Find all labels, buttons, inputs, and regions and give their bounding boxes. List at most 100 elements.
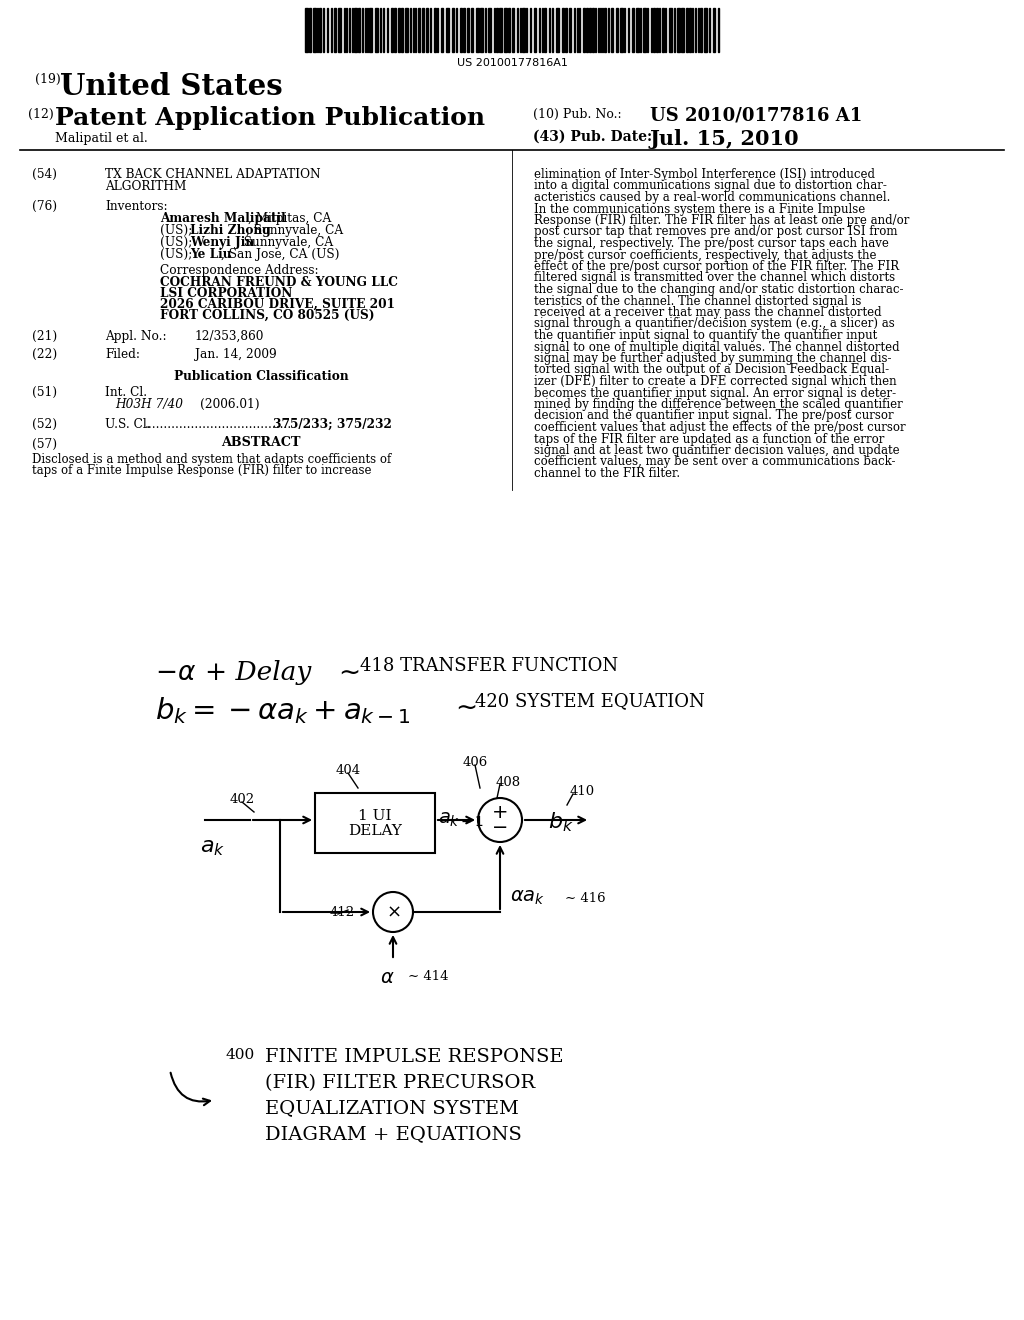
Text: mined by finding the difference between the scaled quantifier: mined by finding the difference between … — [534, 399, 903, 411]
Text: Patent Application Publication: Patent Application Publication — [55, 106, 485, 129]
Bar — [662, 8, 664, 51]
Text: filtered signal is transmitted over the channel which distorts: filtered signal is transmitted over the … — [534, 272, 895, 285]
Text: signal may be further adjusted by summing the channel dis-: signal may be further adjusted by summin… — [534, 352, 892, 366]
Text: FINITE IMPULSE RESPONSE
(FIR) FILTER PRECURSOR
EQUALIZATION SYSTEM
DIAGRAM + EQU: FINITE IMPULSE RESPONSE (FIR) FILTER PRE… — [265, 1048, 563, 1143]
Text: In the communications system there is a Finite Impulse: In the communications system there is a … — [534, 202, 865, 215]
Bar — [319, 8, 321, 51]
Text: $\times$: $\times$ — [386, 903, 400, 921]
Bar — [394, 8, 396, 51]
Text: ......................................: ...................................... — [145, 418, 292, 432]
Text: $b_k = -\alpha a_k + a_{k-1}$: $b_k = -\alpha a_k + a_{k-1}$ — [155, 696, 411, 726]
Bar — [441, 8, 443, 51]
Bar — [632, 8, 634, 51]
Text: Lizhi Zhong: Lizhi Zhong — [189, 224, 270, 238]
Text: teristics of the channel. The channel distorted signal is: teristics of the channel. The channel di… — [534, 294, 861, 308]
Bar — [0, 635, 1024, 1320]
Bar — [522, 8, 525, 51]
Bar — [452, 8, 454, 51]
Text: $\alpha$: $\alpha$ — [380, 968, 394, 987]
Text: H03H 7/40: H03H 7/40 — [115, 399, 183, 411]
Bar — [508, 8, 510, 51]
Text: pre/post cursor coefficients, respectively, that adjusts the: pre/post cursor coefficients, respective… — [534, 248, 877, 261]
Bar — [446, 8, 449, 51]
Bar — [471, 8, 473, 51]
Bar — [569, 8, 571, 51]
Bar — [406, 8, 408, 51]
Bar — [375, 8, 378, 51]
Text: 404: 404 — [336, 764, 360, 777]
Bar — [583, 8, 585, 51]
Bar — [686, 8, 688, 51]
Text: Appl. No.:: Appl. No.: — [105, 330, 167, 343]
Text: acteristics caused by a real-world communications channel.: acteristics caused by a real-world commu… — [534, 191, 891, 205]
Text: , Sunnyvale, CA: , Sunnyvale, CA — [247, 224, 343, 238]
Text: Response (FIR) filter. The FIR filter has at least one pre and/or: Response (FIR) filter. The FIR filter ha… — [534, 214, 909, 227]
Text: taps of the FIR filter are updated as a function of the error: taps of the FIR filter are updated as a … — [534, 433, 885, 446]
Text: into a digital communications signal due to distortion char-: into a digital communications signal due… — [534, 180, 887, 193]
Bar — [426, 8, 428, 51]
Text: LSI CORPORATION: LSI CORPORATION — [160, 286, 293, 300]
Text: 402: 402 — [229, 793, 255, 807]
Bar — [354, 8, 357, 51]
Text: (54): (54) — [32, 168, 57, 181]
Bar — [496, 8, 498, 51]
Bar — [592, 8, 594, 51]
Bar — [586, 8, 588, 51]
Text: signal to one of multiple digital values. The channel distorted: signal to one of multiple digital values… — [534, 341, 900, 354]
Text: , Sunnyvale, CA: , Sunnyvale, CA — [237, 236, 333, 249]
Text: US 2010/0177816 A1: US 2010/0177816 A1 — [650, 106, 862, 124]
Text: $-\alpha$: $-\alpha$ — [155, 660, 197, 686]
Text: TX BACK CHANNEL ADAPTATION: TX BACK CHANNEL ADAPTATION — [105, 168, 321, 181]
Bar — [556, 8, 559, 51]
Bar — [677, 8, 680, 51]
Text: (21): (21) — [32, 330, 57, 343]
Bar — [636, 8, 639, 51]
Bar — [338, 8, 341, 51]
Text: Amaresh Malipatil: Amaresh Malipatil — [160, 213, 286, 224]
Bar — [700, 8, 702, 51]
Text: ∼ 414: ∼ 414 — [408, 970, 449, 983]
Text: Inventors:: Inventors: — [105, 201, 168, 213]
Bar — [705, 8, 707, 51]
Bar — [476, 8, 479, 51]
Text: Wenyi Jin: Wenyi Jin — [189, 236, 254, 249]
Text: (43) Pub. Date:: (43) Pub. Date: — [534, 129, 652, 144]
Text: 1 UI: 1 UI — [358, 809, 392, 822]
Bar — [611, 8, 613, 51]
Bar — [656, 8, 658, 51]
Text: $a_{k-1}$: $a_{k-1}$ — [438, 810, 484, 829]
Bar — [488, 8, 490, 51]
Text: ∼: ∼ — [338, 660, 360, 686]
Bar — [305, 8, 308, 51]
Text: 2026 CARIBOU DRIVE, SUITE 201: 2026 CARIBOU DRIVE, SUITE 201 — [160, 298, 395, 312]
Text: 410: 410 — [570, 785, 595, 799]
Text: (10) Pub. No.:: (10) Pub. No.: — [534, 108, 622, 121]
Text: the signal due to the changing and/or static distortion charac-: the signal due to the changing and/or st… — [534, 282, 903, 296]
Text: US 20100177816A1: US 20100177816A1 — [457, 58, 568, 69]
Circle shape — [478, 799, 522, 842]
Text: received at a receiver that may pass the channel distorted: received at a receiver that may pass the… — [534, 306, 882, 319]
Text: $\alpha a_k$: $\alpha a_k$ — [510, 888, 545, 907]
Text: (52): (52) — [32, 418, 57, 432]
Text: Int. Cl.: Int. Cl. — [105, 385, 147, 399]
Text: DELAY: DELAY — [348, 824, 402, 838]
Text: post cursor tap that removes pre and/or post cursor ISI from: post cursor tap that removes pre and/or … — [534, 226, 897, 239]
Text: COCHRAN FREUND & YOUNG LLC: COCHRAN FREUND & YOUNG LLC — [160, 276, 398, 289]
FancyArrowPatch shape — [171, 1073, 210, 1105]
Text: $a_k$: $a_k$ — [200, 838, 225, 858]
Text: effect of the pre/post cursor portion of the FIR filter. The FIR: effect of the pre/post cursor portion of… — [534, 260, 899, 273]
Text: (76): (76) — [32, 201, 57, 213]
Bar — [565, 8, 567, 51]
Bar — [504, 8, 507, 51]
Text: , San Jose, CA (US): , San Jose, CA (US) — [220, 248, 339, 261]
Bar — [398, 8, 400, 51]
Bar — [422, 8, 424, 51]
Text: 12/353,860: 12/353,860 — [195, 330, 264, 343]
Bar — [434, 8, 436, 51]
Text: ∼: ∼ — [455, 696, 477, 721]
Text: FORT COLLINS, CO 80525 (US): FORT COLLINS, CO 80525 (US) — [160, 309, 375, 322]
Text: 406: 406 — [463, 756, 487, 770]
Bar — [309, 8, 311, 51]
Bar — [544, 8, 546, 51]
Text: United States: United States — [60, 73, 283, 102]
